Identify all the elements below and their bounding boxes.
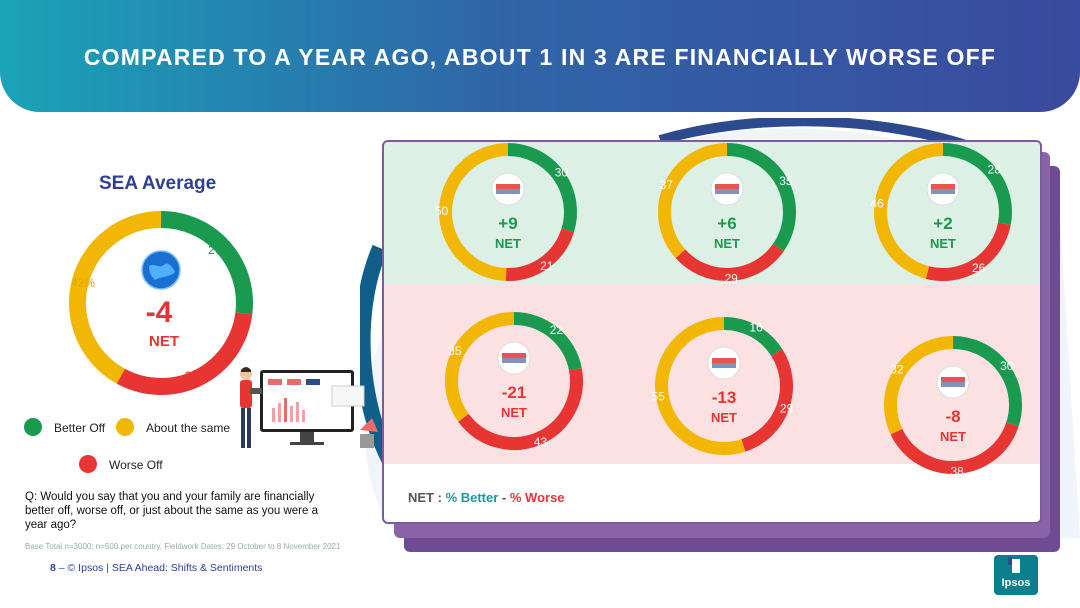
sea-net-word: NET <box>149 333 179 350</box>
data-label: 50 <box>435 204 449 218</box>
data-label: 21 <box>540 259 554 273</box>
net-word: NET <box>930 236 956 251</box>
donut-segment-worse-off <box>890 422 1019 474</box>
ipsos-logo-text: Ipsos <box>1001 577 1031 589</box>
country-donut-philippines: 30 21 50 <box>435 143 577 281</box>
data-label: 16 <box>749 321 763 335</box>
sea-net-value: -4 <box>145 296 173 329</box>
ipsos-logo: Ipsos <box>994 555 1038 595</box>
footer-text: © Ipsos | SEA Ahead: Shifts & Sentiments <box>67 562 263 574</box>
data-label: 38 <box>950 464 964 478</box>
donut-segment-worse-off <box>505 228 575 281</box>
donut-segment-worse-off <box>116 312 253 395</box>
analyst-illustration <box>240 367 378 448</box>
page-number: 8 <box>50 562 56 574</box>
country-donut-singapore: 16 29 55 <box>652 317 794 455</box>
indonesia-flag-icon <box>710 172 744 206</box>
donut-segment-about-the-same <box>655 317 746 455</box>
data-label: 55 <box>652 389 666 403</box>
net-formula-prefix: NET : <box>408 490 446 505</box>
net-word: NET <box>940 429 966 444</box>
data-label: 30 <box>1000 359 1014 373</box>
donut-segment-about-the-same <box>658 143 728 259</box>
donut-segment-worse-off <box>741 349 793 452</box>
data-label: 28 <box>988 163 1002 177</box>
data-label: 35 <box>448 344 462 358</box>
legend-worse-dot <box>79 455 97 473</box>
header-banner: COMPARED TO A YEAR AGO, ABOUT 1 IN 3 ARE… <box>0 0 1080 112</box>
footer: 8 – © Ipsos | SEA Ahead: Shifts & Sentim… <box>50 562 262 574</box>
net-formula-worse: % Worse <box>509 490 565 505</box>
donut-segment-better-off <box>942 143 1012 225</box>
net-value: -8 <box>945 407 961 426</box>
net-formula: NET : % Better - % Worse <box>408 490 565 505</box>
country-donut-thailand: 22 43 35 <box>445 312 583 450</box>
country-donut-vietnam: 30 38 32 <box>884 336 1022 478</box>
singapore-flag-icon <box>707 346 741 380</box>
survey-question: Q: Would you say that you and your famil… <box>25 491 318 531</box>
data-label: 46 <box>870 197 884 211</box>
data-label: 22 <box>550 323 564 337</box>
net-formula-better: % Better <box>445 490 499 505</box>
thailand-flag-icon <box>497 341 531 375</box>
legend-worse-label: Worse Off <box>109 458 163 472</box>
donut-segment-better-off <box>952 336 1022 427</box>
country-donut-malaysia: 28 26 46 <box>870 143 1012 281</box>
legend-same-label: About the same <box>146 421 231 435</box>
data-label: 26 <box>972 261 986 275</box>
sea-average-donut <box>69 211 253 395</box>
net-value: -13 <box>711 388 737 407</box>
data-label: 30 <box>555 165 569 179</box>
legend-better-dot <box>24 418 42 436</box>
positive-net-zone <box>384 142 1040 284</box>
data-label: 29 <box>724 271 738 285</box>
net-word: NET <box>711 410 737 425</box>
donut-segment-about-the-same <box>445 312 515 422</box>
data-label: 43 <box>534 435 548 449</box>
net-word: NET <box>501 405 527 420</box>
legend-same-dot <box>116 418 134 436</box>
page-title: COMPARED TO A YEAR AGO, ABOUT 1 IN 3 ARE… <box>83 44 997 70</box>
vietnam-flag-icon <box>936 365 970 399</box>
philippines-flag-icon <box>491 172 525 206</box>
net-value: +2 <box>933 214 953 233</box>
donut-segment-worse-off <box>675 243 784 281</box>
net-word: NET <box>495 236 521 251</box>
sea-same-label: 42% <box>71 276 96 290</box>
donut-segment-about-the-same <box>69 211 162 384</box>
data-label: 29 <box>780 402 794 416</box>
donut-segment-about-the-same <box>874 143 944 279</box>
base-note: Base Total n=3000; n=500 per country, Fi… <box>25 542 341 551</box>
net-word: NET <box>714 236 740 251</box>
donut-segment-worse-off <box>925 222 1011 281</box>
donut-segment-better-off <box>513 312 582 371</box>
donut-segment-better-off <box>160 211 253 315</box>
globe-icon <box>141 250 181 290</box>
data-label: 37 <box>660 178 674 192</box>
net-value: -21 <box>501 383 527 402</box>
legend-better-label: Better Off <box>54 421 106 435</box>
sea-better-label: 27% <box>208 243 233 257</box>
net-value: +9 <box>498 214 518 233</box>
net-formula-minus: - <box>498 490 510 505</box>
data-label: 32 <box>890 362 904 376</box>
net-value: +6 <box>717 214 737 233</box>
data-label: 35 <box>779 174 793 188</box>
donut-segment-about-the-same <box>439 143 509 281</box>
malaysia-flag-icon <box>926 172 960 206</box>
donut-segment-better-off <box>507 143 577 233</box>
donut-segment-better-off <box>723 317 783 357</box>
footer-dash: – <box>55 562 68 574</box>
sea-average-heading: SEA Average <box>99 173 217 194</box>
sea-worse-label: 31% <box>185 369 210 383</box>
donut-segment-better-off <box>726 143 796 252</box>
donut-segment-about-the-same <box>884 336 954 435</box>
donut-segment-worse-off <box>458 368 583 450</box>
country-donut-indonesia: 35 29 37 <box>658 143 796 285</box>
